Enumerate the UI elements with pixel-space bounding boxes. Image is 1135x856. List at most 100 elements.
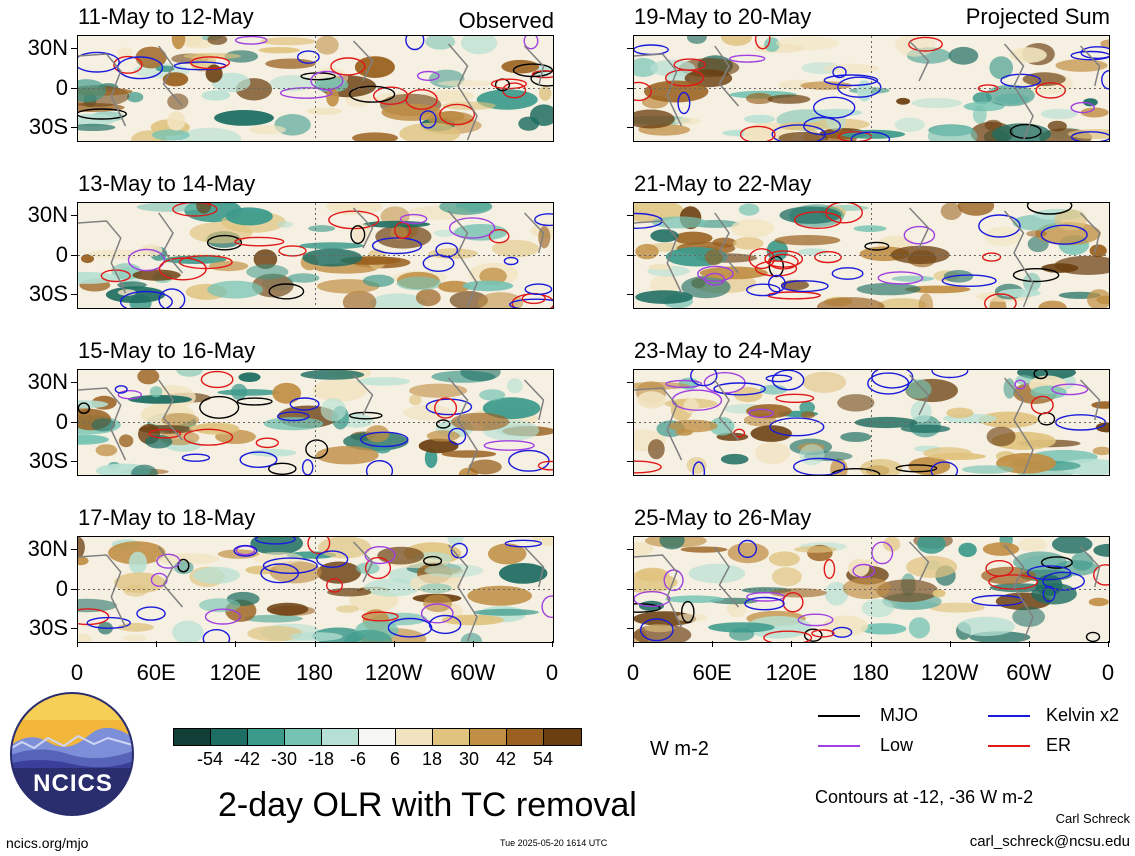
lat-label: 0 bbox=[55, 74, 68, 100]
lat-label: 30N bbox=[27, 535, 68, 561]
colorbar-tick-label: 42 bbox=[495, 749, 517, 769]
lon-label: 0 bbox=[1101, 660, 1115, 685]
lat-label: 30N bbox=[27, 201, 68, 227]
colorbar-swatch bbox=[544, 729, 581, 745]
lat-label: 30S bbox=[28, 281, 68, 307]
lon-label: 120W bbox=[364, 660, 423, 685]
lat-tick bbox=[71, 381, 77, 383]
ncics-logo bbox=[8, 690, 136, 818]
legend-low-label: Low bbox=[880, 735, 914, 755]
lat-tick bbox=[71, 127, 77, 129]
lat-label: 0 bbox=[55, 575, 68, 601]
legend-er-line bbox=[988, 745, 1030, 747]
right-panel-2-title: 21-May to 22-May bbox=[634, 171, 812, 196]
lat-tick bbox=[627, 548, 633, 550]
legend-mjo-label: MJO bbox=[880, 705, 918, 725]
lon-tick bbox=[870, 641, 872, 647]
lat-tick bbox=[627, 127, 633, 129]
lat-tick bbox=[71, 628, 77, 630]
lat-label: 30N bbox=[27, 34, 68, 60]
lon-tick bbox=[949, 641, 951, 647]
lat-tick bbox=[71, 214, 77, 216]
olr-map-left-4 bbox=[77, 536, 554, 643]
lon-tick bbox=[235, 641, 237, 647]
lat-tick bbox=[627, 254, 633, 256]
colorbar-swatch bbox=[322, 729, 359, 745]
colorbar-units: W m-2 bbox=[650, 738, 709, 760]
lon-label: 0 bbox=[70, 660, 84, 685]
legend-low-line bbox=[818, 745, 860, 747]
lon-tick bbox=[1028, 641, 1030, 647]
lon-label: 120W bbox=[920, 660, 979, 685]
lat-tick bbox=[627, 588, 633, 590]
lon-label: 60E bbox=[692, 660, 732, 685]
lon-label: 120E bbox=[765, 660, 818, 685]
legend-er-label: ER bbox=[1046, 735, 1072, 755]
legend-kelvin-label: Kelvin x2 bbox=[1046, 705, 1120, 725]
lat-tick bbox=[627, 47, 633, 49]
olr-map-right-3 bbox=[633, 369, 1110, 476]
colorbar-tick-label: 54 bbox=[532, 749, 554, 769]
colorbar-tick-label: 6 bbox=[389, 749, 400, 769]
author-email[interactable]: carl_schreck@ncsu.edu bbox=[969, 833, 1130, 850]
colorbar-swatch bbox=[396, 729, 433, 745]
colorbar-tick-label: -42 bbox=[233, 749, 260, 769]
colorbar-swatch bbox=[507, 729, 544, 745]
left-panel-3-title: 15-May to 16-May bbox=[78, 338, 256, 363]
lon-tick bbox=[552, 641, 553, 647]
olr-map-right-2 bbox=[633, 202, 1110, 309]
left-panel-1-title: 11-May to 12-May bbox=[78, 4, 254, 29]
lat-tick bbox=[627, 214, 633, 216]
colorbar-tick-label: 18 bbox=[421, 749, 443, 769]
site-link[interactable]: ncics.org/mjo bbox=[6, 835, 89, 851]
legend-mjo-line bbox=[818, 715, 860, 717]
olr-map-left-3 bbox=[77, 369, 554, 476]
lon-label: 60W bbox=[450, 660, 496, 685]
colorbar-swatch bbox=[470, 729, 507, 745]
lon-label: 60W bbox=[1006, 660, 1052, 685]
colorbar-swatch bbox=[433, 729, 470, 745]
lon-tick bbox=[393, 641, 395, 647]
timestamp: Tue 2025-05-20 1614 UTC bbox=[500, 838, 608, 848]
lat-tick bbox=[627, 461, 633, 463]
olr-map-right-4 bbox=[633, 536, 1110, 643]
legend-kelvin-line bbox=[988, 715, 1030, 717]
lat-label: 30S bbox=[28, 114, 68, 140]
lon-label: 180 bbox=[852, 660, 889, 685]
lat-tick bbox=[71, 588, 77, 590]
lat-label: 0 bbox=[55, 408, 68, 434]
colorbar-swatch bbox=[248, 729, 285, 745]
colorbar bbox=[173, 728, 582, 746]
lon-tick bbox=[1108, 641, 1109, 647]
lat-label: 30S bbox=[28, 448, 68, 474]
ncics-logo-text: NCICS bbox=[33, 770, 113, 797]
lat-tick bbox=[71, 254, 77, 256]
lat-tick bbox=[71, 47, 77, 49]
lat-tick bbox=[71, 87, 77, 89]
olr-map-left-1 bbox=[77, 35, 554, 142]
colorbar-swatch bbox=[211, 729, 248, 745]
lon-label: 0 bbox=[626, 660, 640, 685]
lat-label: 30S bbox=[28, 615, 68, 641]
left-panel-2-title: 13-May to 14-May bbox=[78, 171, 256, 196]
lon-label: 0 bbox=[545, 660, 559, 685]
main-title: 2-day OLR with TC removal bbox=[218, 786, 637, 824]
lon-label: 60E bbox=[136, 660, 176, 685]
lat-label: 30N bbox=[27, 368, 68, 394]
lat-tick bbox=[71, 548, 77, 550]
projected-sum-label: Projected Sum bbox=[965, 4, 1110, 29]
colorbar-tick-label: -30 bbox=[270, 749, 297, 769]
colorbar-swatch bbox=[359, 729, 396, 745]
lon-label: 180 bbox=[296, 660, 333, 685]
olr-map-right-1 bbox=[633, 35, 1110, 142]
observed-label: Observed bbox=[458, 8, 554, 33]
lon-tick bbox=[472, 641, 474, 647]
author-name: Carl Schreck bbox=[1055, 811, 1130, 826]
lon-tick bbox=[156, 641, 158, 647]
colorbar-tick-label: -18 bbox=[307, 749, 334, 769]
lat-tick bbox=[627, 381, 633, 383]
colorbar-swatch bbox=[174, 729, 211, 745]
lat-tick bbox=[71, 294, 77, 296]
colorbar-tick-label: 30 bbox=[458, 749, 480, 769]
lon-tick bbox=[712, 641, 714, 647]
